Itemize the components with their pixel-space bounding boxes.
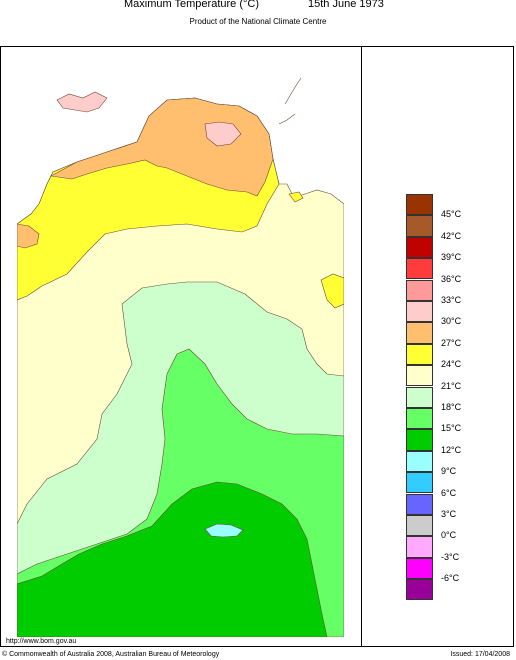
legend-swatch: [406, 557, 433, 580]
legend-swatch: [406, 215, 433, 237]
temperature-map: [17, 64, 344, 637]
title-variable: Maximum Temperature (°C): [124, 0, 260, 10]
legend-swatch: [406, 322, 433, 344]
legend-label: 45°C: [441, 209, 462, 220]
legend-label: 18°C: [441, 402, 462, 412]
band-30-33-island: [56, 91, 108, 113]
band-12-15: [17, 481, 328, 637]
title-date: 15th June 1973: [308, 0, 384, 10]
legend-label: 33°C: [441, 295, 462, 305]
island-east: [288, 191, 304, 203]
legend-swatch: [406, 493, 433, 515]
legend-swatch: [406, 408, 433, 430]
inlet-north: [278, 77, 302, 125]
legend-label: 21°C: [441, 380, 462, 391]
legend-label: 30°C: [441, 316, 462, 327]
legend-label: 27°C: [441, 337, 462, 348]
band-30-33-arnhem: [204, 121, 242, 147]
legend-swatch: [406, 279, 433, 301]
map-subtitle: Product of the National Climate Centre: [189, 17, 327, 26]
legend-swatch: [406, 236, 433, 259]
legend-swatch: [406, 258, 433, 280]
legend-swatch: [406, 429, 433, 451]
footer-copyright: © Commonwealth of Australia 2008, Austra…: [2, 651, 220, 658]
legend-label: 3°C: [441, 509, 457, 519]
legend-swatch: [406, 365, 433, 387]
legend-swatch: [406, 386, 433, 408]
legend-label: 12°C: [441, 444, 462, 455]
island-groote: [320, 273, 344, 309]
legend-label: 39°C: [441, 252, 462, 263]
legend-label: 15°C: [441, 423, 462, 434]
legend-swatch: [406, 515, 433, 537]
legend-swatch: [406, 450, 433, 473]
band-9-12: [204, 523, 244, 538]
legend-swatch: [406, 536, 433, 558]
band-27-30-west: [17, 223, 40, 249]
legend-swatch: [406, 343, 433, 366]
legend-swatch: [406, 301, 433, 323]
legend-label: 42°C: [441, 230, 462, 241]
legend-label: 36°C: [441, 273, 462, 284]
legend-label: 24°C: [441, 359, 462, 370]
legend-label: 0°C: [441, 530, 457, 541]
legend-label: 6°C: [441, 487, 457, 498]
footer-issued: Issued: 17/04/2008: [450, 651, 510, 658]
legend-label: -3°C: [441, 551, 460, 562]
legend-swatch: [406, 579, 433, 601]
footer-url[interactable]: http://www.bom.gov.au: [6, 638, 77, 645]
legend-swatch: [406, 472, 433, 494]
legend-swatch: [406, 194, 433, 216]
frame-divider: [361, 46, 362, 647]
legend-label: 9°C: [441, 466, 457, 477]
legend-label: -6°C: [441, 573, 460, 584]
map-frame: [0, 46, 514, 647]
